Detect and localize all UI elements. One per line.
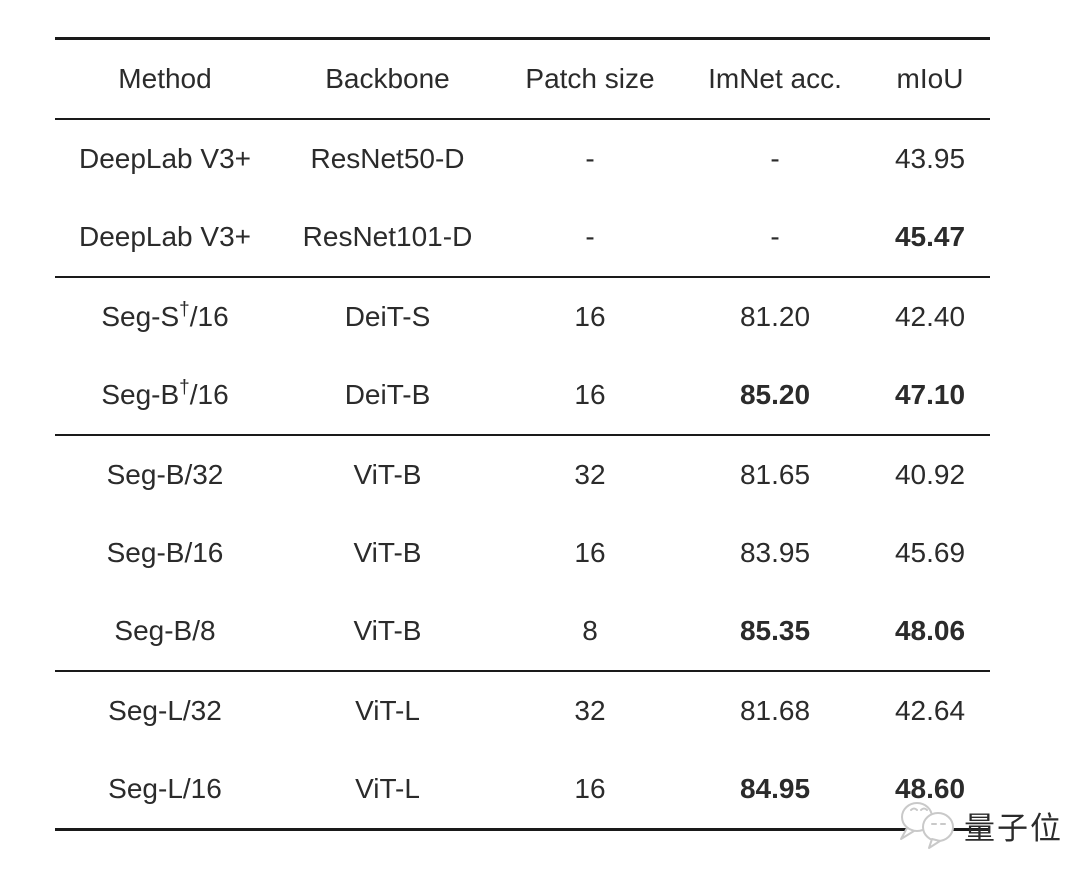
table-row: DeepLab V3+ ResNet101-D - - 45.47 — [55, 198, 990, 277]
method-cell: Seg-L/32 — [108, 695, 222, 726]
patch-size-cell: 8 — [582, 615, 598, 646]
method-cell: Seg-S†/16 — [101, 298, 229, 332]
method-cell: DeepLab V3+ — [78, 221, 252, 252]
dagger-superscript: † — [179, 298, 190, 320]
table-row: Seg-L/16 ViT-L 16 84.95 48.60 — [55, 750, 990, 830]
patch-size-cell: - — [585, 143, 595, 174]
imnet-acc-cell: - — [770, 143, 780, 174]
patch-size-cell: 16 — [574, 773, 606, 804]
patch-size-cell: 32 — [574, 459, 606, 490]
imnet-acc-cell: - — [770, 221, 780, 252]
backbone-cell: ViT-B — [353, 537, 422, 568]
miou-cell: 48.06 — [894, 615, 966, 646]
miou-cell: 42.40 — [894, 301, 966, 332]
method-cell: DeepLab V3+ — [78, 143, 252, 174]
col-header-patch-size: Patch size — [525, 63, 655, 94]
patch-size-cell: - — [585, 221, 595, 252]
miou-cell: 43.95 — [894, 143, 966, 174]
table-header: Method Backbone Patch size ImNet acc. mI… — [55, 39, 990, 120]
imnet-acc-cell: 81.68 — [739, 695, 811, 726]
miou-cell: 45.69 — [894, 537, 966, 568]
table-row: Seg-S†/16 DeiT-S 16 81.20 42.40 — [55, 277, 990, 356]
patch-size-cell: 32 — [574, 695, 606, 726]
col-header-method: Method — [118, 63, 212, 94]
table-row: Seg-B/32 ViT-B 32 81.65 40.92 — [55, 435, 990, 514]
backbone-cell: ResNet101-D — [302, 221, 473, 252]
miou-cell: 48.60 — [894, 773, 966, 804]
patch-size-cell: 16 — [574, 379, 606, 410]
watermark: 量子位 — [896, 797, 1063, 853]
table-section-1: DeepLab V3+ ResNet50-D - - 43.95 DeepLab V3+ R… — [55, 119, 990, 277]
imnet-acc-cell: 85.35 — [739, 615, 811, 646]
miou-cell: 42.64 — [894, 695, 966, 726]
imnet-acc-cell: 85.20 — [739, 379, 811, 410]
imnet-acc-cell: 81.20 — [739, 301, 811, 332]
miou-cell: 40.92 — [894, 459, 966, 490]
method-cell: Seg-B/32 — [106, 459, 224, 490]
watermark-text: 量子位 — [964, 810, 1063, 846]
table-section-3: Seg-B/32 ViT-B 32 81.65 40.92 Seg-B/16 ViT-B 16… — [55, 435, 990, 671]
imnet-acc-cell: 83.95 — [739, 537, 811, 568]
method-cell: Seg-B/8 — [114, 615, 216, 646]
patch-size-cell: 16 — [574, 537, 606, 568]
backbone-cell: DeiT-S — [344, 301, 431, 332]
table-row: Seg-L/32 ViT-L 32 81.68 42.64 — [55, 671, 990, 750]
backbone-cell: ViT-L — [355, 773, 420, 804]
imnet-acc-cell: 84.95 — [739, 773, 811, 804]
imnet-acc-cell: 81.65 — [739, 459, 811, 490]
backbone-cell: ViT-B — [353, 459, 422, 490]
table-row: Seg-B/8 ViT-B 8 85.35 48.06 — [55, 592, 990, 671]
col-header-backbone: Backbone — [325, 63, 450, 94]
table-row: Seg-B/16 ViT-B 16 83.95 45.69 — [55, 514, 990, 592]
table-section-2: Seg-S†/16 DeiT-S 16 81.20 42.40 Seg-B†/16 DeiT… — [55, 277, 990, 435]
backbone-cell: ResNet50-D — [310, 143, 465, 174]
qbitai-logo-icon — [900, 802, 954, 849]
method-cell: Seg-B†/16 — [101, 376, 229, 410]
results-table: Method Backbone Patch size ImNet acc. mI… — [55, 37, 990, 831]
method-cell: Seg-B/16 — [106, 537, 224, 568]
backbone-cell: ViT-L — [355, 695, 420, 726]
method-cell: Seg-L/16 — [108, 773, 222, 804]
miou-cell: 47.10 — [894, 379, 966, 410]
table-row: DeepLab V3+ ResNet50-D - - 43.95 — [55, 119, 990, 198]
header-row: Method Backbone Patch size ImNet acc. mI… — [55, 39, 990, 120]
dagger-superscript: † — [179, 376, 190, 398]
patch-size-cell: 16 — [574, 301, 606, 332]
table-section-4: Seg-L/32 ViT-L 32 81.68 42.64 Seg-L/16 ViT-L 16… — [55, 671, 990, 830]
backbone-cell: ViT-B — [353, 615, 422, 646]
miou-cell: 45.47 — [894, 221, 966, 252]
table-row: Seg-B†/16 DeiT-B 16 85.20 47.10 — [55, 356, 990, 435]
col-header-imnet-acc: ImNet acc. — [708, 63, 842, 94]
backbone-cell: DeiT-B — [344, 379, 431, 410]
col-header-miou: mIoU — [896, 63, 964, 94]
